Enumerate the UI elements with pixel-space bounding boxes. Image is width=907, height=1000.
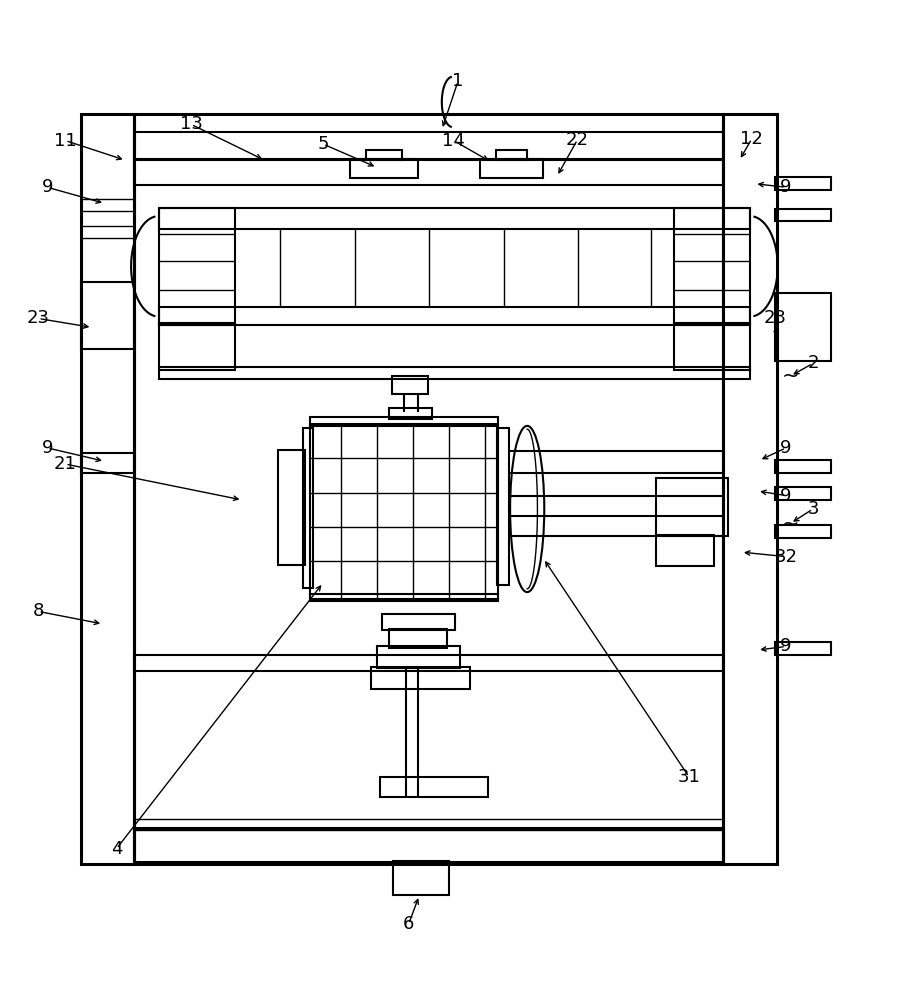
Bar [159, 323, 235, 370]
Bar [775, 177, 831, 190]
Bar [159, 208, 750, 229]
Bar [81, 226, 134, 238]
Bar [371, 667, 470, 689]
Bar [674, 323, 750, 370]
Bar [159, 367, 750, 379]
Bar [775, 293, 831, 361]
Text: 23: 23 [27, 309, 50, 327]
Text: 21: 21 [54, 455, 77, 473]
Text: 2: 2 [807, 354, 819, 372]
Bar [134, 132, 723, 159]
Bar [775, 209, 831, 221]
Bar [496, 150, 527, 160]
Bar [481, 159, 543, 178]
Bar [81, 199, 134, 211]
Text: 4: 4 [111, 840, 122, 858]
Text: 6: 6 [403, 915, 414, 933]
Text: 9: 9 [780, 439, 792, 457]
Bar [134, 819, 723, 830]
Bar [350, 159, 417, 178]
Bar [497, 428, 509, 585]
Text: 8: 8 [33, 602, 44, 620]
Bar [303, 428, 313, 588]
Bar [380, 777, 488, 797]
Text: 9: 9 [780, 178, 792, 196]
Bar [775, 525, 831, 538]
Text: 5: 5 [317, 135, 329, 153]
Text: 23: 23 [764, 309, 786, 327]
Bar [309, 424, 499, 599]
Text: 1: 1 [453, 72, 463, 90]
Text: 9: 9 [780, 637, 792, 655]
Bar [723, 114, 777, 864]
Bar [656, 478, 727, 536]
Text: 13: 13 [180, 115, 202, 133]
Bar [674, 208, 750, 325]
Bar [393, 376, 428, 394]
Bar [159, 208, 235, 325]
Bar [81, 114, 134, 864]
Bar [134, 160, 723, 185]
Bar [656, 535, 714, 566]
Bar [389, 408, 432, 419]
Bar [775, 642, 831, 655]
Bar [389, 629, 447, 648]
Text: 32: 32 [775, 548, 797, 566]
Bar [309, 417, 499, 426]
Bar [278, 450, 306, 565]
Text: ~: ~ [782, 366, 799, 386]
Text: 12: 12 [740, 130, 764, 148]
Bar [134, 114, 723, 864]
Text: ~: ~ [782, 513, 799, 533]
Text: 11: 11 [54, 132, 77, 150]
Text: 9: 9 [42, 178, 53, 196]
Bar [775, 460, 831, 473]
Bar [775, 487, 831, 500]
Text: 14: 14 [442, 132, 465, 150]
Bar [377, 646, 460, 668]
Text: 3: 3 [807, 500, 819, 518]
Text: 9: 9 [780, 487, 792, 505]
Bar [309, 594, 499, 601]
Bar [134, 655, 723, 671]
Bar [366, 150, 403, 160]
Bar [159, 307, 750, 325]
Bar [394, 861, 449, 895]
Bar [134, 828, 723, 862]
Bar [382, 614, 455, 630]
Text: 9: 9 [42, 439, 53, 457]
Bar [81, 282, 134, 349]
Text: 22: 22 [566, 131, 589, 149]
Bar [81, 453, 134, 473]
Text: 31: 31 [678, 768, 700, 786]
